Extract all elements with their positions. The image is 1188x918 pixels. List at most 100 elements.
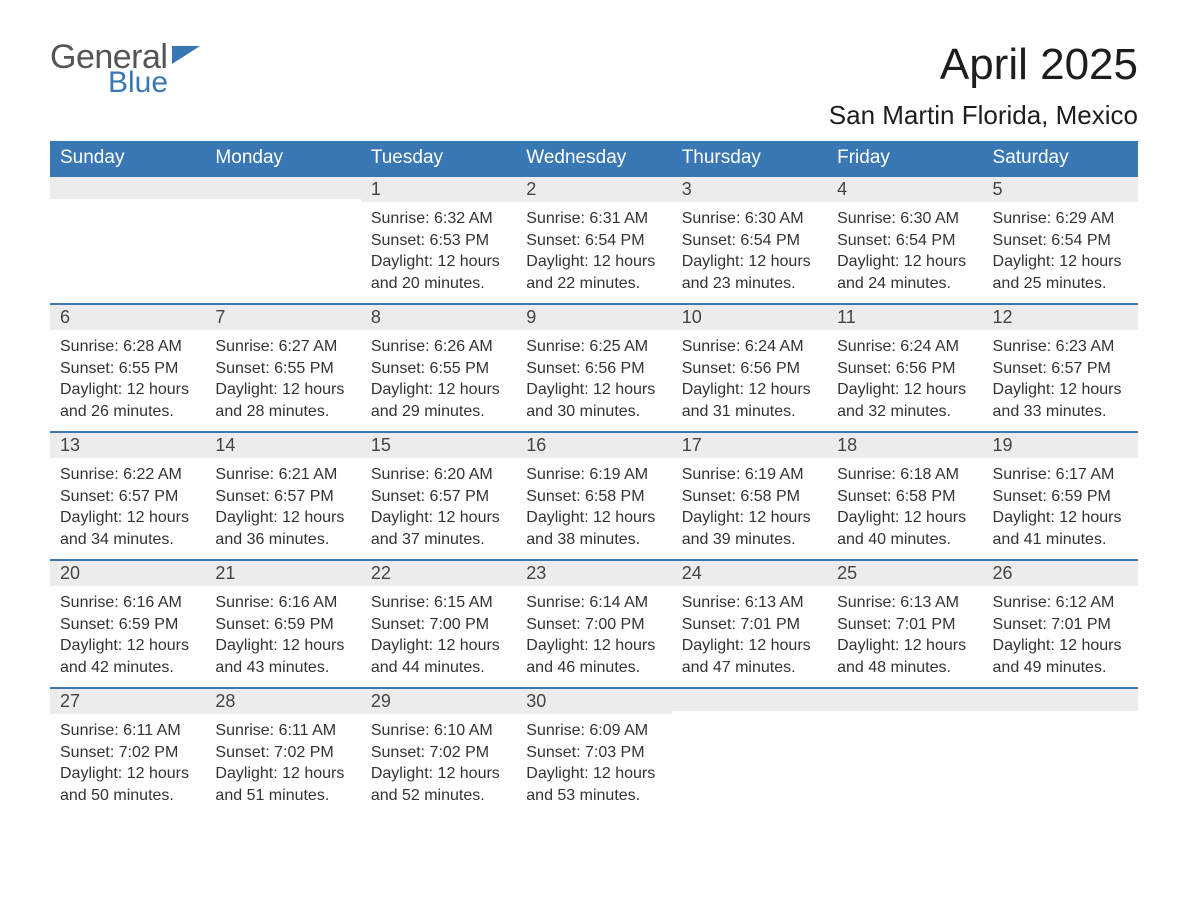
- calendar-week: 27 Sunrise: 6:11 AM Sunset: 7:02 PM Dayligh…: [50, 687, 1138, 815]
- daylight-line: Daylight: 12 hours and 53 minutes.: [526, 765, 655, 804]
- calendar-cell: [205, 175, 360, 303]
- calendar-cell: 15Sunrise: 6:20 AMSunset: 6:57 PMDayligh…: [361, 431, 516, 559]
- location-text: San Martin Florida, Mexico: [829, 100, 1138, 131]
- day-number-bar: 27: [50, 687, 205, 714]
- calendar-cell: 22Sunrise: 6:15 AMSunset: 7:00 PMDayligh…: [361, 559, 516, 687]
- sunset-line: Sunset: 6:57 PM: [215, 488, 333, 505]
- daylight-line: Daylight: 12 hours and 37 minutes.: [371, 509, 500, 548]
- sunset-line: Sunset: 7:02 PM: [371, 744, 489, 761]
- day-number-bar: 15: [361, 431, 516, 458]
- day-body: Sunrise: 6:19 AM Sunset: 6:58 PM Daylight:…: [516, 458, 671, 552]
- calendar-cell: 16Sunrise: 6:19 AMSunset: 6:58 PMDayligh…: [516, 431, 671, 559]
- day-body: Sunrise: 6:12 AMSunset: 7:01 PMDaylight:…: [983, 586, 1138, 680]
- day-number-bar: 17: [672, 431, 827, 458]
- day-body: Sunrise: 6:24 AMSunset: 6:56 PMDaylight:…: [672, 330, 827, 424]
- sunset-line: Sunset: 7:01 PM: [682, 616, 800, 633]
- sunset-line: Sunset: 6:55 PM: [215, 360, 333, 377]
- sunset-line: Sunset: 7:02 PM: [60, 744, 178, 761]
- daylight-line: Daylight: 12 hours and 30 minutes.: [526, 381, 655, 420]
- sunset-line: Sunset: 7:00 PM: [526, 616, 644, 633]
- day-number-bar: 21: [205, 559, 360, 586]
- day-number-bar: 9: [516, 303, 671, 330]
- day-number-bar: [205, 175, 360, 199]
- sunset-line: Sunset: 7:00 PM: [371, 616, 489, 633]
- sunset-line: Sunset: 6:58 PM: [526, 488, 644, 505]
- day-body: Sunrise: 6:10 AMSunset: 7:02 PMDaylight:…: [361, 714, 516, 808]
- sunrise-line: Sunrise: 6:11 AM: [215, 722, 336, 739]
- day-body: Sunrise: 6:11 AM Sunset: 7:02 PM Daylight:…: [205, 714, 360, 808]
- weekday-header: Wednesday: [516, 141, 671, 175]
- calendar-cell: 30Sunrise: 6:09 AMSunset: 7:03 PMDayligh…: [516, 687, 671, 815]
- calendar-week: 20Sunrise: 6:16 AMSunset: 6:59 PMDayligh…: [50, 559, 1138, 687]
- day-body: Sunrise: 6:16 AMSunset: 6:59 PMDaylight:…: [205, 586, 360, 680]
- day-number-bar: 13: [50, 431, 205, 458]
- calendar-week: 6Sunrise: 6:28 AMSunset: 6:55 PMDaylight…: [50, 303, 1138, 431]
- sunrise-line: Sunrise: 6:22 AM: [60, 466, 182, 483]
- flag-icon: [172, 46, 200, 64]
- day-body: Sunrise: 6:26 AMSunset: 6:55 PMDaylight:…: [361, 330, 516, 424]
- daylight-line: Daylight: 12 hours and 51 minutes.: [215, 765, 344, 804]
- daylight-line: Daylight: 12 hours and 47 minutes.: [682, 637, 811, 676]
- day-number-bar: 10: [672, 303, 827, 330]
- day-number-bar: [827, 687, 982, 711]
- daylight-line: Daylight: 12 hours and 50 minutes.: [60, 765, 189, 804]
- sunset-line: Sunset: 6:57 PM: [993, 360, 1111, 377]
- day-body: Sunrise: 6:31 AMSunset: 6:54 PMDaylight:…: [516, 202, 671, 296]
- day-number-bar: 26: [983, 559, 1138, 586]
- daylight-line: Daylight: 12 hours and 25 minutes.: [993, 253, 1122, 292]
- day-number-bar: 29: [361, 687, 516, 714]
- calendar-cell: [983, 687, 1138, 815]
- sunset-line: Sunset: 6:53 PM: [371, 232, 489, 249]
- sunrise-line: Sunrise: 6:13 AM: [837, 594, 959, 611]
- daylight-line: Daylight: 12 hours and 38 minutes.: [526, 509, 655, 548]
- day-body: Sunrise: 6:16 AMSunset: 6:59 PMDaylight:…: [50, 586, 205, 680]
- sunrise-line: Sunrise: 6:28 AM: [60, 338, 182, 355]
- sunset-line: Sunset: 6:59 PM: [993, 488, 1111, 505]
- sunset-line: Sunset: 6:54 PM: [837, 232, 955, 249]
- daylight-line: Daylight: 12 hours and 23 minutes.: [682, 253, 811, 292]
- daylight-line: Daylight: 12 hours and 48 minutes.: [837, 637, 966, 676]
- sunrise-line: Sunrise: 6:19 AM: [682, 466, 804, 483]
- day-number-bar: [983, 687, 1138, 711]
- daylight-line: Daylight: 12 hours and 40 minutes.: [837, 509, 966, 548]
- daylight-line: Daylight: 12 hours and 29 minutes.: [371, 381, 500, 420]
- sunrise-line: Sunrise: 6:24 AM: [837, 338, 959, 355]
- day-number-bar: 2: [516, 175, 671, 202]
- sunrise-line: Sunrise: 6:16 AM: [60, 594, 182, 611]
- daylight-line: Daylight: 12 hours and 24 minutes.: [837, 253, 966, 292]
- day-body: Sunrise: 6:29 AMSunset: 6:54 PMDaylight:…: [983, 202, 1138, 296]
- sunset-line: Sunset: 7:02 PM: [215, 744, 333, 761]
- calendar-cell: [50, 175, 205, 303]
- sunset-line: Sunset: 6:54 PM: [526, 232, 644, 249]
- daylight-line: Daylight: 12 hours and 28 minutes.: [215, 381, 344, 420]
- day-number-bar: 14: [205, 431, 360, 458]
- weekday-header: Tuesday: [361, 141, 516, 175]
- sunset-line: Sunset: 6:56 PM: [526, 360, 644, 377]
- day-number-bar: 30: [516, 687, 671, 714]
- sunrise-line: Sunrise: 6:12 AM: [993, 594, 1115, 611]
- day-number-bar: [672, 687, 827, 711]
- calendar-cell: 20Sunrise: 6:16 AMSunset: 6:59 PMDayligh…: [50, 559, 205, 687]
- day-number-bar: 25: [827, 559, 982, 586]
- daylight-line: Daylight: 12 hours and 44 minutes.: [371, 637, 500, 676]
- sunrise-line: Sunrise: 6:30 AM: [682, 210, 804, 227]
- sunrise-line: Sunrise: 6:17 AM: [993, 466, 1115, 483]
- sunrise-line: Sunrise: 6:27 AM: [215, 338, 337, 355]
- day-body: Sunrise: 6:27 AM Sunset: 6:55 PM Daylight:…: [205, 330, 360, 424]
- day-body: Sunrise: 6:22 AMSunset: 6:57 PMDaylight:…: [50, 458, 205, 552]
- sunrise-line: Sunrise: 6:20 AM: [371, 466, 493, 483]
- calendar-cell: 11Sunrise: 6:24 AMSunset: 6:56 PMDayligh…: [827, 303, 982, 431]
- calendar-cell: 21Sunrise: 6:16 AMSunset: 6:59 PMDayligh…: [205, 559, 360, 687]
- sunrise-line: Sunrise: 6:19 AM: [526, 466, 648, 483]
- daylight-line: Daylight: 12 hours and 39 minutes.: [682, 509, 811, 548]
- sunset-line: Sunset: 6:54 PM: [682, 232, 800, 249]
- day-number-bar: 28: [205, 687, 360, 714]
- weekday-row: SundayMondayTuesdayWednesdayThursdayFrid…: [50, 141, 1138, 175]
- day-number-bar: 3: [672, 175, 827, 202]
- day-body: Sunrise: 6:32 AMSunset: 6:53 PMDaylight:…: [361, 202, 516, 296]
- calendar-cell: 8Sunrise: 6:26 AMSunset: 6:55 PMDaylight…: [361, 303, 516, 431]
- calendar-week: 13Sunrise: 6:22 AMSunset: 6:57 PMDayligh…: [50, 431, 1138, 559]
- calendar-cell: 28 Sunrise: 6:11 AM Sunset: 7:02 PM Dayligh…: [205, 687, 360, 815]
- day-number-bar: 23: [516, 559, 671, 586]
- day-number-bar: 11: [827, 303, 982, 330]
